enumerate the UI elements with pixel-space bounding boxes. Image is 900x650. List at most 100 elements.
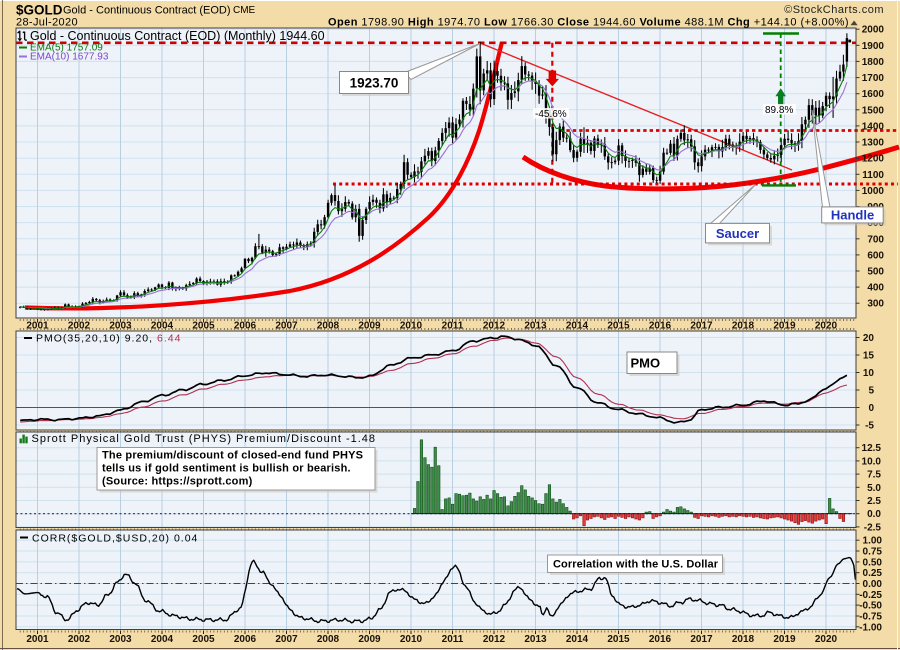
svg-text:EMA(10) 1677.93: EMA(10) 1677.93	[30, 52, 109, 63]
svg-text:2014: 2014	[566, 634, 589, 645]
svg-text:2020: 2020	[815, 321, 838, 332]
svg-text:2019: 2019	[773, 634, 796, 645]
svg-text:2017: 2017	[690, 634, 713, 645]
svg-text:Gold - Continuous Contract (EO: Gold - Continuous Contract (EOD) (Monthl…	[30, 29, 325, 43]
svg-text:tells us if gold sentiment is: tells us if gold sentiment is bullish or…	[102, 463, 351, 475]
svg-text:0.75: 0.75	[863, 547, 883, 558]
svg-text:1900: 1900	[862, 41, 885, 52]
svg-text:Open 1798.90 High 1974.70 Low: Open 1798.90 High 1974.70 Low 1766.30 Cl…	[328, 17, 849, 29]
svg-text:5.0: 5.0	[867, 483, 881, 494]
svg-text:1100: 1100	[862, 170, 884, 181]
svg-text:2002: 2002	[68, 634, 91, 645]
svg-text:0.0: 0.0	[867, 509, 881, 520]
svg-text:2003: 2003	[109, 634, 132, 645]
svg-text:2004: 2004	[151, 321, 174, 332]
svg-text:2011: 2011	[442, 634, 464, 645]
svg-text:600: 600	[867, 250, 884, 261]
svg-text:2013: 2013	[524, 634, 547, 645]
svg-text:1800: 1800	[862, 57, 885, 68]
svg-text:15: 15	[863, 351, 875, 362]
svg-text:Handle: Handle	[831, 208, 874, 223]
svg-text:PMO(35,20,10) 9.20, 6.44: PMO(35,20,10) 9.20, 6.44	[36, 333, 181, 345]
svg-text:2007: 2007	[275, 321, 298, 332]
svg-text:2018: 2018	[732, 634, 755, 645]
svg-text:2011: 2011	[442, 321, 464, 332]
svg-text:EMA(5) 1757.09: EMA(5) 1757.09	[30, 43, 103, 54]
svg-text:2016: 2016	[649, 321, 672, 332]
svg-text:2009: 2009	[358, 634, 381, 645]
svg-text:PMO: PMO	[631, 356, 661, 371]
svg-text:400: 400	[867, 283, 884, 294]
svg-text:2015: 2015	[607, 634, 630, 645]
svg-text:-5: -5	[865, 421, 874, 432]
svg-text:1923.70: 1923.70	[350, 75, 399, 90]
svg-text:Saucer: Saucer	[716, 226, 759, 241]
svg-text:10.0: 10.0	[862, 456, 882, 467]
svg-text:1200: 1200	[862, 154, 885, 165]
svg-text:1000: 1000	[862, 186, 885, 197]
svg-text:1300: 1300	[862, 138, 885, 149]
svg-text:Correlation with the U.S. Doll: Correlation with the U.S. Dollar	[553, 559, 719, 571]
svg-text:2008: 2008	[317, 321, 340, 332]
svg-text:12.5: 12.5	[862, 443, 882, 454]
svg-text:2005: 2005	[192, 634, 215, 645]
svg-text:1700: 1700	[862, 73, 885, 84]
svg-text:-0.25: -0.25	[859, 590, 882, 601]
svg-text:2014: 2014	[566, 321, 589, 332]
svg-text:2017: 2017	[690, 321, 713, 332]
svg-text:7.5: 7.5	[867, 470, 881, 481]
svg-text:2001: 2001	[26, 634, 49, 645]
svg-text:700: 700	[867, 234, 884, 245]
svg-text:2010: 2010	[400, 321, 423, 332]
svg-text:(Source: https://sprott.com): (Source: https://sprott.com)	[102, 476, 253, 488]
svg-text:-1.00: -1.00	[859, 622, 882, 633]
svg-text:2001: 2001	[26, 321, 49, 332]
svg-text:0: 0	[868, 403, 874, 414]
svg-text:2016: 2016	[649, 634, 672, 645]
svg-text:2013: 2013	[524, 321, 547, 332]
svg-text:2005: 2005	[192, 321, 215, 332]
svg-text:2020: 2020	[815, 634, 838, 645]
svg-text:-45.6%: -45.6%	[535, 109, 567, 120]
svg-text:5: 5	[868, 386, 874, 397]
svg-text:1600: 1600	[862, 89, 885, 100]
svg-text:2004: 2004	[151, 634, 174, 645]
svg-text:28-Jul-2020: 28-Jul-2020	[16, 17, 78, 29]
svg-text:300: 300	[867, 299, 884, 310]
svg-text:2012: 2012	[483, 321, 506, 332]
svg-text:2.5: 2.5	[867, 496, 881, 507]
svg-text:10: 10	[863, 368, 875, 379]
svg-text:-0.50: -0.50	[859, 601, 882, 612]
svg-text:89.8%: 89.8%	[765, 105, 793, 116]
svg-text:$GOLD: $GOLD	[16, 3, 63, 18]
svg-text:2000: 2000	[862, 25, 885, 36]
svg-text:1500: 1500	[862, 105, 885, 116]
svg-text:Gold - Continuous Contract (EO: Gold - Continuous Contract (EOD)	[63, 5, 231, 17]
svg-text:©StockCharts.com: ©StockCharts.com	[784, 4, 884, 16]
svg-text:2006: 2006	[234, 634, 257, 645]
svg-text:0.25: 0.25	[863, 568, 883, 579]
svg-text:2018: 2018	[732, 321, 755, 332]
svg-text:-2.5: -2.5	[864, 522, 882, 533]
svg-text:2010: 2010	[400, 634, 423, 645]
svg-text:CORR($GOLD,$USD,20) 0.04: CORR($GOLD,$USD,20) 0.04	[32, 533, 198, 545]
svg-text:500: 500	[867, 267, 884, 278]
svg-text:20: 20	[863, 333, 875, 344]
svg-text:2008: 2008	[317, 634, 340, 645]
svg-text:2006: 2006	[234, 321, 257, 332]
svg-text:Sprott Physical Gold Trust (PH: Sprott Physical Gold Trust (PHYS) Premiu…	[32, 433, 377, 445]
svg-text:2012: 2012	[483, 634, 506, 645]
svg-text:2007: 2007	[275, 634, 298, 645]
svg-text:-0.75: -0.75	[859, 612, 882, 623]
svg-text:CME: CME	[233, 5, 256, 16]
svg-text:0.50: 0.50	[863, 557, 883, 568]
svg-text:2009: 2009	[358, 321, 381, 332]
svg-text:1400: 1400	[862, 121, 885, 132]
svg-text:0.00: 0.00	[863, 579, 883, 590]
svg-text:1.00: 1.00	[863, 536, 883, 547]
svg-text:The premium/discount of closed: The premium/discount of closed-end fund …	[102, 450, 363, 462]
svg-text:2015: 2015	[607, 321, 630, 332]
svg-text:2002: 2002	[68, 321, 91, 332]
svg-text:2003: 2003	[109, 321, 132, 332]
svg-text:2019: 2019	[773, 321, 796, 332]
